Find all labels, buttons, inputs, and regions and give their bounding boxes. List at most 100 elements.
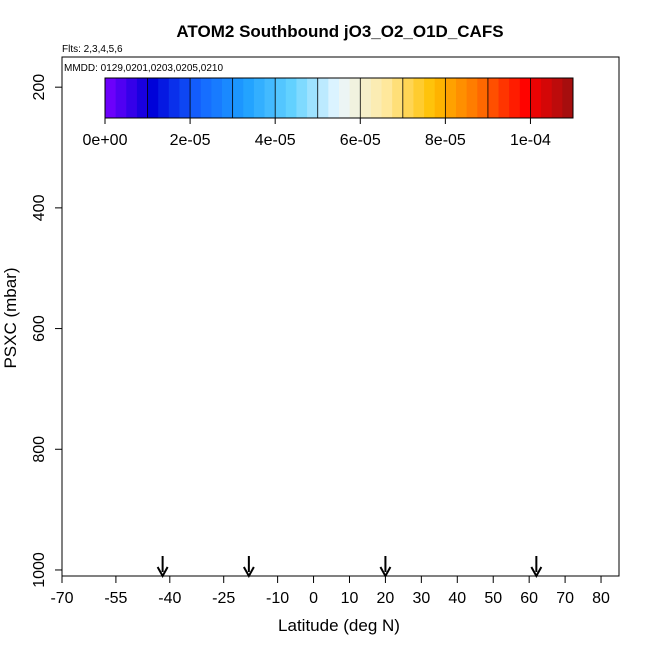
sample-marker	[495, 226, 500, 231]
sample-marker	[318, 131, 323, 136]
sample-marker	[110, 235, 115, 240]
colorbar-tick-label: 6e-05	[340, 132, 381, 149]
sample-marker	[287, 368, 292, 373]
sample-marker	[397, 323, 402, 328]
sample-marker	[225, 483, 230, 488]
sample-marker	[507, 435, 512, 440]
sample-marker	[393, 447, 398, 452]
sample-marker	[272, 140, 277, 145]
sample-marker	[124, 451, 129, 456]
sample-marker	[127, 207, 132, 212]
sample-marker	[368, 400, 373, 405]
sample-marker	[338, 425, 343, 430]
colorbar-tick-label: 4e-05	[255, 132, 296, 149]
sample-marker	[233, 140, 238, 145]
sample-marker	[413, 542, 418, 547]
sample-marker	[80, 431, 85, 436]
sample-marker	[225, 331, 230, 336]
colorbar-segment	[211, 78, 223, 118]
sample-marker	[155, 233, 160, 238]
sample-marker	[309, 262, 314, 267]
sample-marker	[348, 260, 353, 265]
sample-marker	[426, 472, 431, 477]
sample-marker	[156, 255, 161, 260]
sample-marker	[354, 530, 359, 535]
sample-marker	[154, 168, 159, 173]
sample-marker	[176, 439, 181, 444]
colorbar-segment	[200, 78, 212, 118]
sample-marker	[545, 222, 550, 227]
sample-marker	[358, 481, 363, 486]
sample-marker	[338, 493, 343, 498]
sample-marker	[502, 353, 507, 358]
sample-marker	[118, 389, 123, 394]
sample-marker	[183, 179, 188, 184]
x-tick-label: -70	[50, 590, 73, 607]
x-tick-label: -40	[158, 590, 181, 607]
colorbar-segment	[136, 78, 149, 118]
sample-marker	[471, 232, 476, 237]
sample-marker	[396, 203, 401, 208]
sample-marker	[143, 544, 148, 549]
sample-marker	[503, 314, 508, 319]
sample-marker	[147, 144, 152, 149]
sample-marker	[509, 215, 514, 220]
sample-marker	[344, 296, 349, 301]
sample-marker	[532, 500, 537, 505]
sample-marker	[176, 403, 181, 408]
sample-marker	[551, 372, 556, 377]
flight-arrow-head	[379, 566, 392, 579]
sample-marker	[507, 548, 512, 553]
sample-marker	[421, 133, 426, 138]
sample-marker	[508, 378, 513, 383]
x-tick-label: -10	[266, 590, 289, 607]
colorbar-segment	[328, 78, 340, 118]
colorbar-segment	[285, 78, 297, 118]
colorbar-segment	[424, 78, 436, 118]
colorbar-segment	[105, 78, 117, 118]
sample-marker	[189, 328, 194, 333]
sample-marker	[252, 386, 257, 391]
y-tick-label: 400	[31, 194, 48, 221]
y-axis-label: PSXC (mbar)	[1, 267, 20, 368]
sample-marker	[342, 209, 347, 214]
colorbar-segment	[413, 78, 425, 118]
sample-marker	[487, 124, 492, 129]
sample-marker	[165, 434, 170, 439]
sample-marker	[449, 559, 454, 564]
sample-marker	[442, 164, 447, 169]
colorbar-segment	[307, 78, 319, 118]
x-tick-label: 80	[592, 590, 610, 607]
sample-marker	[548, 359, 553, 364]
x-tick-label: 70	[556, 590, 574, 607]
sample-marker	[372, 270, 377, 275]
colorbar-segment	[275, 78, 287, 118]
axes: -70 -55 -40 -25 -10 0 10 20 30 40 50 60 70 80 200 400 60…	[31, 56, 620, 607]
colorbar-segment	[498, 78, 510, 118]
sample-marker	[81, 292, 86, 297]
sample-marker	[224, 316, 229, 321]
sample-marker	[260, 447, 265, 452]
sample-marker	[95, 460, 100, 465]
sample-marker	[368, 138, 373, 143]
sample-marker	[414, 408, 419, 413]
sample-marker	[175, 428, 180, 433]
sample-marker	[96, 503, 101, 508]
sample-marker	[153, 552, 158, 557]
sample-marker	[460, 346, 465, 351]
colorbar-segment	[402, 78, 414, 118]
sample-marker	[446, 531, 451, 536]
sample-marker	[241, 513, 246, 518]
sample-marker	[384, 427, 389, 432]
sample-marker	[513, 174, 518, 179]
sample-marker	[383, 419, 388, 424]
y-tick-label: 800	[31, 436, 48, 463]
flights-subtitle: Flts: 2,3,4,5,6	[62, 44, 123, 55]
sample-marker	[103, 372, 108, 377]
sample-marker	[159, 364, 164, 369]
sample-marker	[211, 313, 216, 318]
sample-marker	[281, 220, 286, 225]
sample-marker	[273, 250, 278, 255]
sample-marker	[557, 535, 562, 540]
sample-marker	[190, 486, 195, 491]
